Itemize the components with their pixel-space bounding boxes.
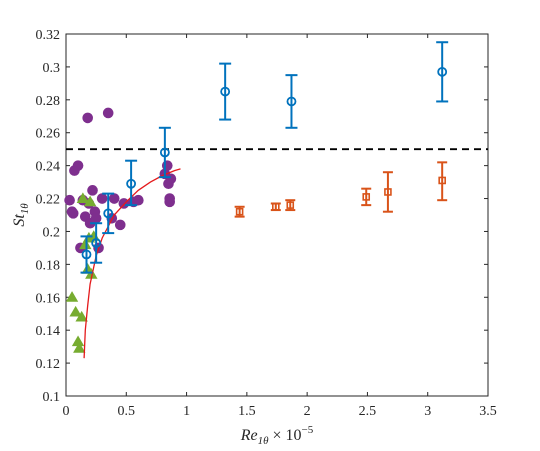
- x-axis-title: Re1θ × 10−5: [240, 424, 314, 447]
- data-point-blue-open-circle: [159, 147, 170, 158]
- data-point-purple-circle: [133, 194, 144, 206]
- y-tick-label: 0.28: [36, 94, 61, 109]
- axes-box: [65, 33, 489, 397]
- y-axis-ticks: 0.1 0.12 0.14 0.16 0.18 0.2 0.22 0.24 0.26 0.28 0.…: [36, 28, 488, 405]
- x-tick-label: 0: [63, 404, 70, 419]
- data-point-purple-circle: [87, 185, 98, 196]
- data-point-purple-circle: [161, 160, 173, 171]
- data-point-orange-square: [286, 201, 295, 209]
- data-point-blue-open-circle: [437, 66, 448, 77]
- data-point-blue-open-circle: [126, 178, 137, 189]
- data-point-green-triangle: [79, 238, 92, 250]
- data-point-orange-square: [235, 207, 244, 216]
- data-point-purple-circle: [165, 173, 177, 185]
- data-point-purple-circle: [67, 208, 79, 219]
- x-axis-ticks: 0 0.5 1 1.5 2 2.5 3 3.5: [63, 34, 497, 419]
- y-tick-label: 0.32: [36, 28, 61, 43]
- data-point-purple-circle: [102, 107, 114, 119]
- data-point-blue-open-circle: [103, 208, 114, 219]
- y-tick-label: 0.16: [36, 291, 61, 306]
- data-point-orange-square: [384, 188, 392, 196]
- y-tick-label: 0.18: [36, 258, 61, 273]
- data-point-purple-circle: [82, 112, 94, 124]
- data-point-purple-circle: [114, 219, 126, 231]
- x-tick-label: 0.5: [118, 404, 136, 419]
- x-tick-label: 3: [424, 404, 431, 419]
- data-point-green-triangle: [76, 192, 90, 204]
- y-tick-label: 0.26: [36, 127, 61, 142]
- axes-frame: [65, 33, 489, 397]
- data-point-green-triangle: [69, 305, 82, 317]
- data-point-blue-open-circle: [91, 238, 102, 248]
- x-tick-label: 2.5: [359, 404, 377, 419]
- x-tick-label: 1: [183, 404, 190, 419]
- data-point-purple-circle: [108, 193, 120, 204]
- x-tick-label: 1.5: [238, 404, 256, 419]
- y-tick-label: 0.1: [43, 390, 61, 405]
- data-point-purple-circle: [64, 194, 75, 206]
- x-tick-label: 3.5: [479, 404, 497, 419]
- data-point-purple-circle: [96, 193, 108, 204]
- data-point-orange-square: [271, 202, 280, 211]
- y-tick-label: 0.3: [43, 61, 61, 76]
- y-tick-label: 0.24: [36, 160, 61, 175]
- data-point-purple-circle: [90, 212, 102, 224]
- plot-area: [64, 41, 488, 359]
- data-point-orange-square: [362, 193, 371, 201]
- y-tick-label: 0.12: [36, 357, 61, 372]
- data-point-blue-open-circle: [81, 249, 92, 260]
- data-point-purple-circle: [164, 196, 175, 208]
- y-tick-label: 0.14: [36, 324, 61, 339]
- y-tick-label: 0.2: [43, 225, 61, 240]
- data-point-green-triangle: [83, 195, 97, 207]
- x-tick-label: 2: [304, 404, 311, 419]
- y-tick-label: 0.22: [36, 193, 61, 208]
- data-point-blue-open-circle: [286, 96, 297, 107]
- y-axis-title: St1θ: [11, 203, 31, 227]
- data-point-green-triangle: [75, 310, 88, 322]
- data-point-blue-open-circle: [220, 86, 231, 97]
- data-point-purple-circle: [72, 160, 84, 171]
- data-point-orange-square: [438, 176, 446, 185]
- data-point-green-triangle: [73, 342, 86, 353]
- data-point-green-triangle: [71, 335, 85, 347]
- data-point-green-triangle: [65, 291, 79, 302]
- fit-curve: [83, 168, 181, 359]
